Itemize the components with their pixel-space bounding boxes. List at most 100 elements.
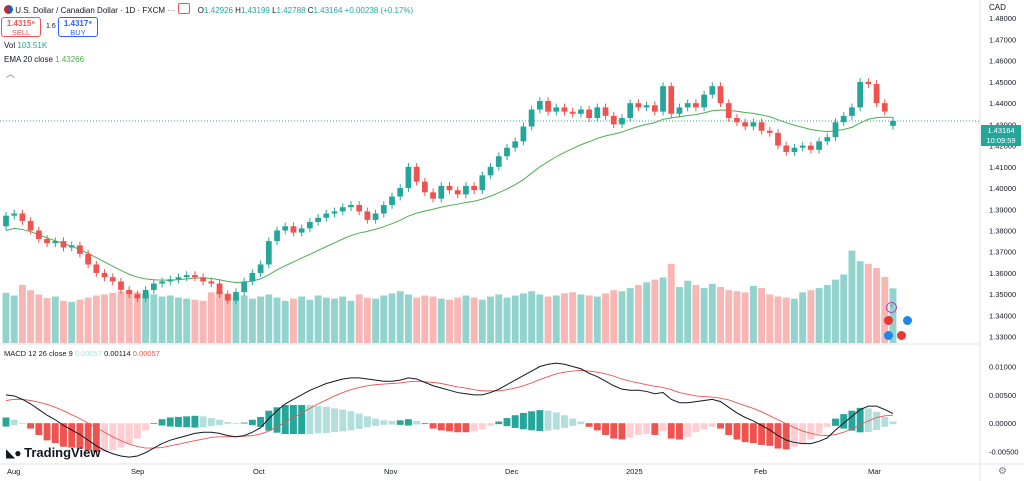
candle-body [380,205,387,214]
time-tick-label: Sep [131,467,144,476]
candle-body [446,185,453,191]
candle-body [241,281,248,293]
candle-body [421,181,428,193]
candle-body [668,86,675,114]
flag-toggle-icon[interactable] [177,3,190,14]
macd-histogram-bar [175,416,182,427]
volume-bar [487,296,495,343]
candle-body [77,245,83,254]
macd-legend[interactable]: MACD 12 26 close 9 0.00057 0.00114 0.000… [4,349,160,358]
volume-bar [68,301,76,343]
candle-body [85,253,92,265]
macd-histogram-bar [626,423,634,438]
volume-bar [823,284,831,343]
volume-bar [2,292,10,343]
macd-histogram-bar [421,423,429,425]
ema-legend[interactable]: EMA 20 close 1.43266 [4,55,85,64]
price-tick-label: 1.44000 [989,99,1016,108]
volume-bar [659,277,667,343]
macd-histogram-bar [224,422,232,424]
time-tick-label: Dec [505,467,519,476]
candle-body [150,283,157,290]
buy-button[interactable]: 1.4317⁹ BUY [58,17,98,37]
volume-bar [363,297,371,343]
volume-bar [454,297,462,343]
macd-tick-label: 0.01000 [989,363,1016,372]
macd-histogram-bar [519,412,527,430]
macd-histogram-bar [881,416,889,427]
candle-body [602,107,609,116]
candle-body [578,109,584,114]
tradingview-logo: ◣● TradingView [6,445,101,460]
volume-bar [142,293,150,343]
volume-bar [43,298,51,343]
volume-bar [774,296,782,343]
candle-body [619,118,625,125]
candle-body [19,213,26,221]
event-marker-icon[interactable]: ⚡ [886,301,897,313]
volume-bar [273,297,281,343]
candle-body [512,141,519,148]
candle-body [257,264,264,273]
macd-histogram-bar [290,405,297,435]
macd-histogram-bar [544,410,552,431]
economic-event-flags-2-icon[interactable] [884,331,907,342]
volume-bar [593,296,601,343]
settings-gear-icon[interactable]: ⚙ [998,466,1007,477]
volume-bar [133,292,141,343]
macd-histogram-bar [848,410,856,431]
last-price-tag: 1.43164 10:09:59 [981,125,1021,146]
candle-body [471,185,478,191]
price-tick-label: 1.47000 [989,35,1016,44]
volume-bar [232,297,240,343]
macd-histogram-bar [265,410,273,431]
price-tick-label: 1.39000 [989,205,1016,214]
symbol-header[interactable]: U.S. Dollar / Canadian Dollar · 1D · FXC… [4,3,413,15]
volume-bar [429,296,437,343]
candle-body [553,107,560,112]
candle-body [249,272,256,282]
economic-event-flags-icon[interactable] [884,316,913,327]
volume-bar [585,295,593,343]
macd-histogram-bar [380,420,388,425]
macd-histogram-bar [199,416,207,428]
volume-bar [240,295,248,343]
macd-histogram-bar [651,423,659,435]
price-tick-label: 1.35000 [989,290,1016,299]
price-tick-label: 1.38000 [989,227,1016,236]
candle-body [487,166,494,176]
candle-body [126,289,133,295]
collapse-legend-icon[interactable]: ︿ [6,69,16,79]
volume-legend[interactable]: Vol 103.51K [4,41,48,50]
candle-body [545,101,551,112]
price-tick-label: 1.33000 [989,333,1016,342]
macd-histogram-bar [240,422,248,424]
volume-bar [92,295,100,343]
macd-histogram-bar [528,411,536,431]
candle-body [660,86,666,112]
macd-histogram-bar [840,414,848,429]
candle-body [734,118,740,123]
macd-histogram-bar [462,423,470,433]
macd-histogram-bar [158,419,166,426]
price-tick-label: 1.37000 [989,248,1016,257]
time-tick-label: 2025 [626,467,643,476]
candle-body [594,107,601,119]
macd-histogram-bar [717,423,724,429]
volume-bar [741,292,749,343]
volume-bar [314,295,322,343]
price-tick-label: 1.41000 [989,163,1016,172]
more-icon[interactable]: ⋯ [167,6,176,15]
macd-histogram-bar [749,423,757,444]
macd-histogram-bar [43,423,51,441]
candle-body [676,107,683,114]
volume-bar [651,279,659,343]
sell-button[interactable]: 1.4315⁹ SELL [1,17,41,37]
volume-bar [676,287,683,343]
candle-body [290,226,297,233]
volume-bar [577,294,585,343]
macd-histogram-bar [667,423,675,439]
candle-body [224,294,231,301]
volume-bar [322,297,330,343]
